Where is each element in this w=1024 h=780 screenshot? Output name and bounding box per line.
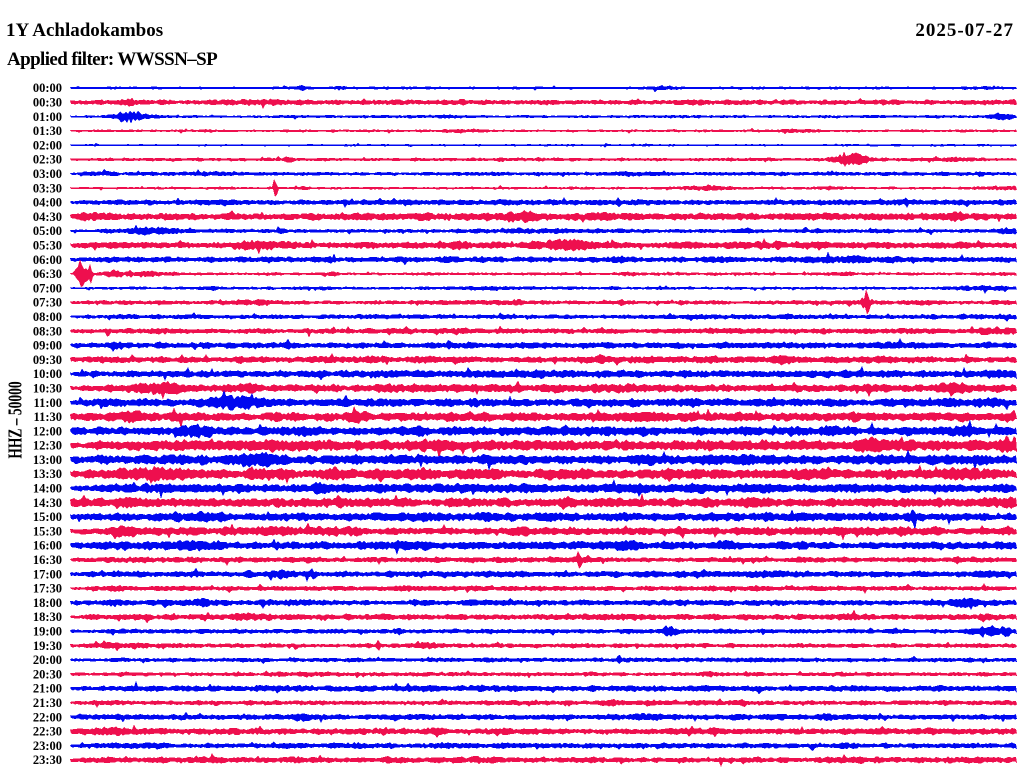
- svg-text:03:00: 03:00: [33, 167, 62, 181]
- svg-text:20:00: 20:00: [33, 653, 62, 667]
- svg-text:12:30: 12:30: [33, 439, 62, 453]
- svg-text:16:00: 16:00: [33, 539, 62, 553]
- svg-text:21:30: 21:30: [33, 696, 62, 710]
- svg-text:03:30: 03:30: [33, 181, 62, 195]
- svg-text:08:00: 08:00: [33, 310, 62, 324]
- svg-text:18:00: 18:00: [33, 596, 62, 610]
- svg-text:23:00: 23:00: [33, 739, 62, 753]
- svg-text:02:00: 02:00: [33, 138, 62, 152]
- svg-text:17:30: 17:30: [33, 582, 62, 596]
- svg-text:19:00: 19:00: [33, 625, 62, 639]
- svg-text:01:00: 01:00: [33, 110, 62, 124]
- svg-text:HHZ – 50000: HHZ – 50000: [4, 381, 26, 458]
- svg-text:13:30: 13:30: [33, 467, 62, 481]
- svg-text:11:00: 11:00: [34, 396, 62, 410]
- svg-text:2025-07-27: 2025-07-27: [915, 20, 1014, 41]
- svg-text:14:30: 14:30: [33, 496, 62, 510]
- svg-text:09:30: 09:30: [33, 353, 62, 367]
- svg-text:23:30: 23:30: [33, 753, 62, 767]
- svg-text:Applied filter: WWSSN–SP: Applied filter: WWSSN–SP: [7, 49, 218, 70]
- svg-text:18:30: 18:30: [33, 610, 62, 624]
- svg-text:16:30: 16:30: [33, 553, 62, 567]
- svg-text:22:30: 22:30: [33, 725, 62, 739]
- svg-text:00:30: 00:30: [33, 96, 62, 110]
- svg-text:09:00: 09:00: [33, 339, 62, 353]
- svg-text:15:00: 15:00: [33, 510, 62, 524]
- svg-text:10:30: 10:30: [33, 382, 62, 396]
- svg-text:1Y Achladokambos: 1Y Achladokambos: [6, 20, 163, 41]
- svg-text:04:30: 04:30: [33, 210, 62, 224]
- svg-text:08:30: 08:30: [33, 324, 62, 338]
- svg-text:06:00: 06:00: [33, 253, 62, 267]
- svg-text:04:00: 04:00: [33, 196, 62, 210]
- svg-text:07:00: 07:00: [33, 281, 62, 295]
- svg-text:01:30: 01:30: [33, 124, 62, 138]
- svg-text:12:00: 12:00: [33, 424, 62, 438]
- svg-text:14:00: 14:00: [33, 482, 62, 496]
- svg-text:06:30: 06:30: [33, 267, 62, 281]
- svg-text:15:30: 15:30: [33, 524, 62, 538]
- svg-text:17:00: 17:00: [33, 567, 62, 581]
- svg-text:10:00: 10:00: [33, 367, 62, 381]
- svg-text:00:00: 00:00: [33, 81, 62, 95]
- svg-text:02:30: 02:30: [33, 153, 62, 167]
- svg-text:19:30: 19:30: [33, 639, 62, 653]
- svg-text:20:30: 20:30: [33, 667, 62, 681]
- svg-text:13:00: 13:00: [33, 453, 62, 467]
- svg-text:07:30: 07:30: [33, 296, 62, 310]
- svg-text:11:30: 11:30: [34, 410, 62, 424]
- svg-text:21:00: 21:00: [33, 682, 62, 696]
- svg-text:22:00: 22:00: [33, 710, 62, 724]
- svg-text:05:00: 05:00: [33, 224, 62, 238]
- svg-text:05:30: 05:30: [33, 239, 62, 253]
